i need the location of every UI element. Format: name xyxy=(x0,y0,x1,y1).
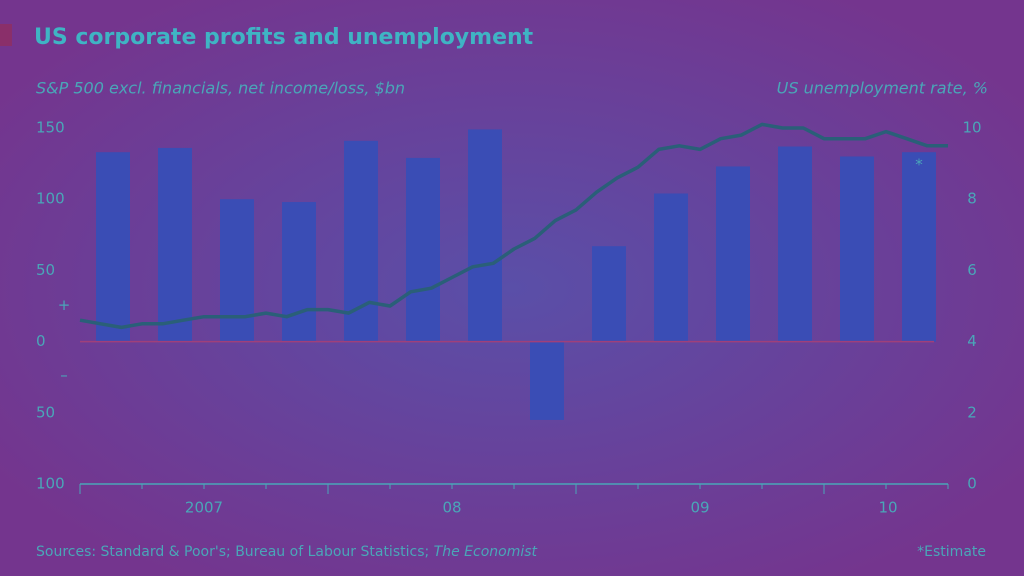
x-tick-label: 10 xyxy=(878,499,897,517)
y2-tick-label: 4 xyxy=(967,332,977,350)
y-tick-label: 150 xyxy=(36,119,65,137)
y-tick-label: 100 xyxy=(36,475,65,493)
y-tick-label: 0 xyxy=(36,332,46,350)
bar xyxy=(778,146,812,342)
bar xyxy=(654,193,688,342)
estimate-marker: * xyxy=(915,156,923,174)
y2-tick-label: 0 xyxy=(967,475,977,493)
unemployment-line xyxy=(79,122,948,330)
bar xyxy=(716,166,750,342)
footnote: *Estimate xyxy=(917,544,986,560)
bar xyxy=(468,129,502,342)
bar xyxy=(406,157,440,342)
x-tick-label: 09 xyxy=(690,499,709,517)
source-italic: The Economist xyxy=(434,544,538,560)
title-tag xyxy=(0,24,12,46)
bar xyxy=(158,147,192,342)
bar xyxy=(592,246,626,342)
y-tick-label: 50 xyxy=(36,403,55,421)
y-tick-label: 50 xyxy=(36,261,55,279)
source: Sources: Standard & Poor's; Bureau of La… xyxy=(36,544,538,560)
chart-title: US corporate profits and unemployment xyxy=(34,25,534,50)
x-tick-label: 2007 xyxy=(185,499,223,517)
y-axis-title: S&P 500 excl. financials, net income/los… xyxy=(36,79,405,98)
bar xyxy=(96,152,130,342)
bar xyxy=(902,152,936,342)
bar xyxy=(530,341,564,420)
y2-axis-title: US unemployment rate, % xyxy=(777,79,988,98)
y2-tick-label: 10 xyxy=(962,119,981,137)
bar xyxy=(282,202,316,342)
bar xyxy=(840,156,874,342)
y2-tick-label: 2 xyxy=(967,403,977,421)
y-tick-label: 100 xyxy=(36,190,65,208)
bar xyxy=(220,199,254,342)
source-text: Sources: Standard & Poor's; Bureau of La… xyxy=(36,544,434,560)
y2-tick-label: 8 xyxy=(967,190,977,208)
y2-tick-label: 6 xyxy=(967,261,977,279)
x-tick-label: 08 xyxy=(442,499,461,517)
sign-label: – xyxy=(60,366,68,384)
sign-label: + xyxy=(58,296,71,314)
